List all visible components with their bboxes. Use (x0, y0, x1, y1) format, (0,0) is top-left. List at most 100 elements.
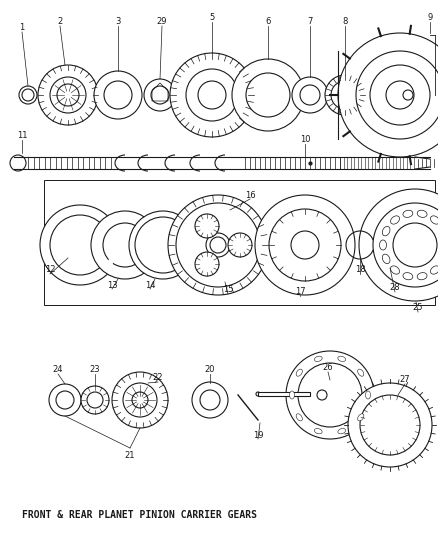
Text: 27: 27 (400, 376, 410, 384)
Ellipse shape (391, 266, 399, 274)
Circle shape (129, 211, 197, 279)
Ellipse shape (382, 254, 390, 264)
Circle shape (338, 33, 438, 157)
Ellipse shape (314, 429, 322, 434)
Circle shape (393, 223, 437, 267)
Text: 12: 12 (45, 265, 55, 274)
Bar (44, 180, 435, 305)
Circle shape (200, 390, 220, 410)
Circle shape (94, 71, 142, 119)
Circle shape (170, 53, 254, 137)
Text: 2: 2 (57, 18, 63, 27)
Ellipse shape (403, 210, 413, 217)
Text: 13: 13 (107, 280, 117, 289)
Text: 25: 25 (413, 303, 423, 312)
Circle shape (87, 392, 103, 408)
Circle shape (40, 205, 120, 285)
Ellipse shape (296, 369, 302, 376)
Ellipse shape (338, 356, 346, 361)
Text: 3: 3 (115, 18, 121, 27)
Ellipse shape (382, 227, 390, 236)
Circle shape (186, 69, 238, 121)
Circle shape (356, 51, 438, 139)
Circle shape (176, 203, 260, 287)
Circle shape (57, 84, 79, 106)
Text: 7: 7 (307, 18, 313, 27)
Circle shape (132, 392, 148, 408)
Circle shape (56, 391, 74, 409)
Text: 28: 28 (390, 284, 400, 293)
Circle shape (104, 81, 132, 109)
Circle shape (382, 237, 398, 253)
Circle shape (386, 81, 414, 109)
Circle shape (255, 195, 355, 295)
Text: 20: 20 (205, 366, 215, 375)
Ellipse shape (431, 266, 438, 274)
Circle shape (292, 77, 328, 113)
Circle shape (317, 390, 327, 400)
Ellipse shape (417, 272, 427, 280)
Circle shape (359, 189, 438, 301)
Circle shape (206, 233, 230, 257)
Circle shape (291, 231, 319, 259)
Circle shape (91, 211, 159, 279)
Circle shape (81, 386, 109, 414)
Circle shape (38, 65, 98, 125)
Ellipse shape (358, 414, 364, 421)
Circle shape (228, 233, 252, 257)
Text: 21: 21 (125, 451, 135, 461)
Circle shape (112, 372, 168, 428)
Ellipse shape (358, 369, 364, 376)
Circle shape (195, 252, 219, 276)
Text: 5: 5 (209, 13, 215, 22)
Circle shape (151, 86, 169, 104)
Text: 6: 6 (265, 18, 271, 27)
Circle shape (144, 79, 176, 111)
Circle shape (286, 351, 374, 439)
Circle shape (10, 155, 26, 171)
Circle shape (331, 81, 359, 109)
Circle shape (135, 217, 191, 273)
Text: FRONT & REAR PLANET PINION CARRIER GEARS: FRONT & REAR PLANET PINION CARRIER GEARS (22, 510, 257, 520)
Circle shape (373, 203, 438, 287)
Circle shape (103, 223, 147, 267)
Text: 11: 11 (17, 132, 27, 141)
Bar (258, 392, 310, 396)
Text: 26: 26 (323, 364, 333, 373)
Circle shape (195, 214, 219, 238)
Circle shape (232, 59, 304, 131)
Text: 17: 17 (295, 287, 305, 296)
Circle shape (50, 215, 110, 275)
Text: 1: 1 (19, 23, 25, 33)
Circle shape (198, 81, 226, 109)
Ellipse shape (338, 429, 346, 434)
Circle shape (168, 195, 268, 295)
Circle shape (374, 229, 406, 261)
Text: 22: 22 (153, 374, 163, 383)
Text: 8: 8 (343, 18, 348, 27)
Text: 19: 19 (253, 431, 263, 440)
Text: 9: 9 (427, 13, 433, 22)
Circle shape (269, 209, 341, 281)
Text: 18: 18 (355, 265, 365, 274)
Ellipse shape (314, 356, 322, 361)
Circle shape (370, 65, 430, 125)
Circle shape (300, 85, 320, 105)
Circle shape (123, 383, 157, 417)
Text: 14: 14 (145, 280, 155, 289)
Circle shape (210, 237, 226, 253)
Circle shape (256, 392, 260, 396)
Text: 16: 16 (245, 190, 255, 199)
Circle shape (298, 363, 362, 427)
Circle shape (325, 75, 365, 115)
Circle shape (192, 382, 228, 418)
Circle shape (348, 383, 432, 467)
Ellipse shape (365, 391, 371, 399)
Circle shape (366, 221, 414, 269)
Circle shape (360, 395, 420, 455)
Circle shape (49, 384, 81, 416)
Ellipse shape (403, 272, 413, 280)
Ellipse shape (417, 210, 427, 217)
Text: 23: 23 (90, 366, 100, 375)
Circle shape (50, 77, 86, 113)
